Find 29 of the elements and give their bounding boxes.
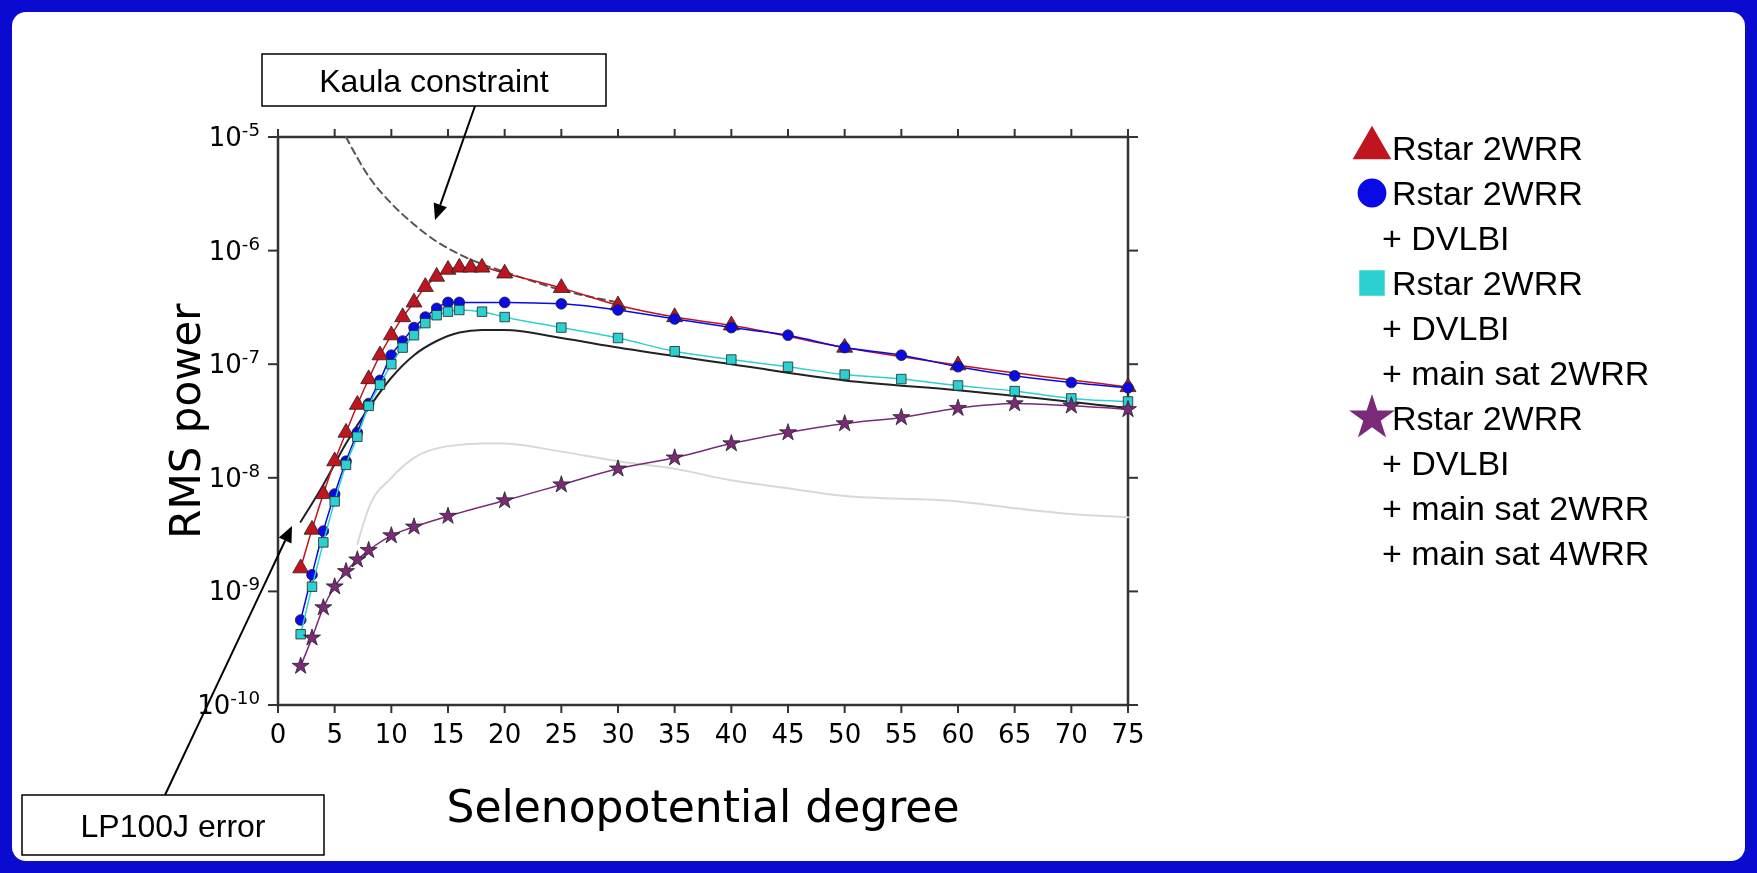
- x-tick-label: 20: [488, 719, 522, 749]
- x-tick-label: 40: [714, 719, 748, 749]
- x-tick-label: 5: [326, 719, 343, 749]
- text: Kaula constraint: [319, 63, 549, 99]
- x-axis-title: Selenopotential degree: [446, 781, 960, 832]
- y-tick-label: 10$^{-9}$: [208, 572, 260, 607]
- x-tick-label: 70: [1054, 719, 1088, 749]
- x-tick-label: 25: [544, 719, 578, 749]
- x-tick-label: 55: [884, 719, 918, 749]
- x-tick-label: 30: [601, 719, 635, 749]
- y-tick-label: 10$^{-5}$: [208, 118, 260, 152]
- x-tick-label: 15: [431, 719, 465, 749]
- x-tick-label: 35: [658, 719, 692, 749]
- legend-label: Rstar 2WRR + DVLBI: [1382, 174, 1583, 257]
- legend-label: Rstar 2WRR + DVLBI + main sat 2WRR + main sat 4WRR: [1382, 399, 1650, 572]
- y-tick-label: 10$^{-7}$: [208, 345, 260, 380]
- x-tick-label: 45: [771, 719, 805, 749]
- y-axis-title: RMS power: [161, 302, 210, 539]
- x-tick-label: 0: [269, 719, 287, 749]
- x-tick-label: 75: [1111, 719, 1145, 749]
- x-tick-label: 10: [374, 719, 408, 749]
- legend-label: Rstar 2WRR: [1392, 129, 1583, 167]
- x-tick-label: 60: [941, 719, 975, 749]
- text: LP100J error: [80, 808, 266, 844]
- y-tick-label: 10$^{-8}$: [208, 459, 260, 493]
- y-tick-label: 10$^{-6}$: [208, 232, 260, 266]
- legend-label: Rstar 2WRR + DVLBI + main sat 2WRR: [1382, 264, 1650, 392]
- x-tick-label: 50: [828, 719, 862, 749]
- x-tick-label: 65: [998, 719, 1032, 749]
